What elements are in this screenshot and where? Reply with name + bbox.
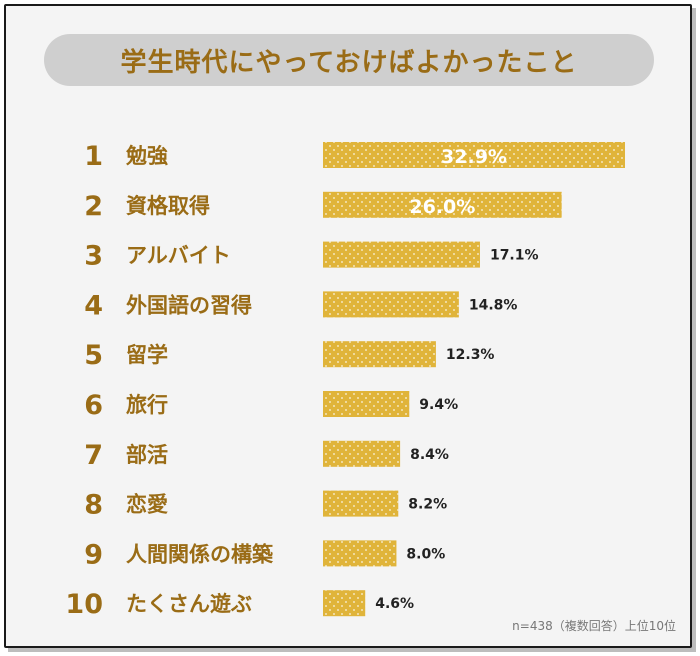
bar-pattern: [323, 191, 562, 218]
bar-pattern: [323, 490, 399, 517]
value-label: 14.8%: [469, 297, 518, 313]
rank-number: 3: [84, 241, 103, 272]
value-label: 12.3%: [446, 347, 495, 363]
bar-pattern: [323, 440, 401, 467]
category-label: たくさん遊ぶ: [126, 592, 252, 616]
category-label: 旅行: [126, 393, 168, 417]
category-label: 部活: [126, 443, 168, 467]
rank-number: 10: [65, 589, 103, 620]
value-label: 17.1%: [490, 248, 539, 264]
value-label: 8.4%: [410, 447, 449, 463]
rank-number: 8: [84, 490, 103, 521]
category-label: アルバイト: [126, 244, 231, 268]
bar-pattern: [323, 341, 436, 368]
value-label: 32.9%: [441, 146, 507, 168]
value-label: 4.6%: [375, 596, 414, 612]
value-label: 26.0%: [409, 196, 475, 218]
category-label: 人間関係の構築: [126, 542, 274, 566]
category-label: 資格取得: [126, 194, 210, 218]
rank-number: 5: [84, 340, 103, 371]
bar-pattern: [323, 241, 480, 268]
bar-pattern: [323, 590, 366, 617]
rank-number: 1: [84, 141, 103, 172]
rank-number: 4: [84, 290, 103, 321]
bar-pattern: [323, 291, 459, 318]
footnote: n=438（複数回答）上位10位: [512, 619, 676, 633]
category-label: 留学: [126, 343, 168, 367]
rank-number: 2: [84, 191, 103, 222]
category-label: 外国語の習得: [126, 293, 252, 317]
rank-number: 7: [84, 440, 103, 471]
value-label: 8.0%: [406, 546, 445, 562]
chart-title: 学生時代にやっておけばよかったこと: [44, 34, 654, 86]
value-label: 9.4%: [419, 397, 458, 413]
category-label: 恋愛: [126, 493, 168, 517]
category-label: 勉強: [125, 144, 168, 168]
bar-pattern: [323, 142, 625, 168]
rank-number: 9: [84, 539, 103, 570]
rank-number: 6: [84, 390, 103, 421]
bar-pattern: [323, 391, 410, 417]
value-label: 8.2%: [408, 497, 447, 513]
bar-pattern: [323, 540, 397, 567]
